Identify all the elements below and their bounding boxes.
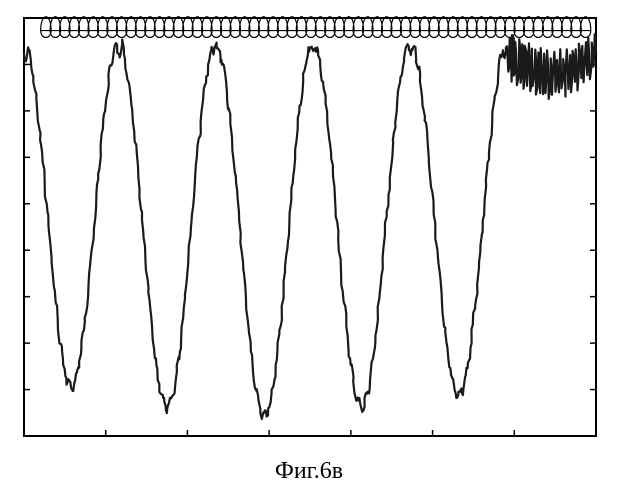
figure-caption: Фиг.6в xyxy=(0,458,618,485)
chart-svg xyxy=(18,12,602,442)
oscilloscope-chart xyxy=(18,12,602,442)
